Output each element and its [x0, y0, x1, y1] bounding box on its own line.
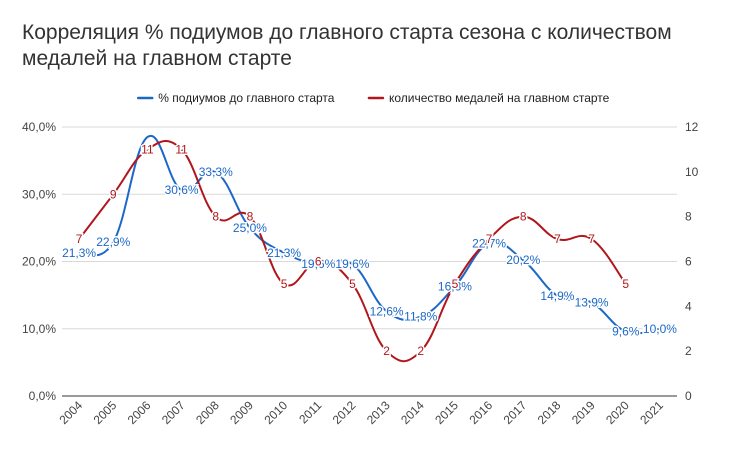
- y-right-tick-label: 10: [685, 165, 699, 179]
- x-tick-label: 2016: [466, 398, 495, 427]
- data-label-podiums: 22,7%: [472, 236, 506, 250]
- data-label-medals: 5: [622, 277, 629, 291]
- data-label-podiums: 19,6%: [335, 257, 369, 271]
- data-label-medals: 5: [349, 277, 356, 291]
- x-tick-label: 2020: [603, 398, 632, 427]
- y-right-tick-label: 0: [685, 389, 692, 403]
- data-label-medals: 8: [212, 210, 219, 224]
- data-label-medals: 7: [486, 232, 493, 246]
- data-label-medals: 6: [315, 255, 322, 269]
- series-lines: [78, 134, 661, 363]
- y-right-tick-label: 12: [685, 120, 699, 134]
- series-line-podiums: [78, 134, 661, 335]
- y-left-tick-label: 10,0%: [22, 322, 56, 336]
- data-label-medals: 9: [110, 187, 117, 201]
- data-label-medals: 5: [452, 277, 459, 291]
- data-label-podiums: 21,3%: [62, 246, 96, 260]
- legend-label: % подиумов до главного старта: [158, 91, 335, 105]
- x-tick-label: 2009: [227, 398, 256, 427]
- x-tick-label: 2010: [261, 398, 290, 427]
- x-tick-label: 2011: [296, 398, 324, 426]
- y-left-tick-label: 40,0%: [22, 120, 56, 134]
- data-label-medals: 11: [175, 142, 188, 156]
- data-label-medals: 8: [247, 210, 254, 224]
- data-label-podiums: 12,6%: [370, 304, 404, 318]
- y-right-tick-label: 8: [685, 210, 692, 224]
- data-label-podiums: 10,0%: [643, 322, 677, 336]
- x-tick-label: 2013: [364, 398, 393, 427]
- data-label-podiums: 19,6%: [301, 257, 335, 271]
- data-label-podiums: 16,3%: [438, 279, 472, 293]
- data-label-podiums: 9,6%: [612, 324, 640, 338]
- legend: % подиумов до главного старта количество …: [137, 91, 610, 105]
- data-labels: 21,3%22,9%30,6%33,3%25,0%21,3%19,6% 19,6%…: [61, 141, 679, 360]
- data-label-podiums: 30,6%: [165, 183, 199, 197]
- chart-title: Корреляция % подиумов до главного старта…: [22, 21, 672, 70]
- series-line-medals: [78, 140, 627, 363]
- x-tick-label: 2006: [125, 398, 154, 427]
- data-label-podiums: 21,3%: [267, 246, 301, 260]
- x-tick-label: 2017: [501, 398, 530, 427]
- data-label-medals: 5: [281, 277, 288, 291]
- y-right-tick-label: 6: [685, 255, 692, 269]
- data-label-podiums: 22,9%: [96, 235, 130, 249]
- data-label-podiums: 20,2%: [506, 253, 540, 267]
- y-right-tick-label: 4: [685, 299, 692, 313]
- data-label-podiums: 11,8%: [404, 310, 437, 324]
- data-label-medals: 2: [417, 344, 424, 358]
- data-label-medals: 7: [554, 232, 561, 246]
- y-left-tick-label: 0,0%: [29, 389, 57, 403]
- y-left-tick-label: 20,0%: [22, 255, 56, 269]
- x-tick-label: 2007: [159, 398, 188, 427]
- x-tick-label: 2018: [535, 398, 564, 427]
- y-left-tick-label: 30,0%: [22, 187, 56, 201]
- x-tick-label: 2015: [432, 398, 461, 427]
- x-tick-label: 2021: [637, 398, 666, 427]
- legend-label: количество медалей на главном старте: [389, 91, 610, 105]
- data-label-medals: 8: [520, 210, 527, 224]
- x-tick-label: 2012: [330, 398, 359, 427]
- x-tick-label: 2014: [398, 398, 427, 427]
- x-tick-label: 2019: [569, 398, 598, 427]
- x-tick-label: 2005: [91, 398, 120, 427]
- grid: [62, 126, 677, 397]
- y-right-tick-label: 2: [685, 344, 692, 358]
- x-tick-label: 2008: [193, 398, 222, 427]
- data-label-medals: 2: [383, 344, 390, 358]
- data-label-podiums: 13,9%: [575, 296, 609, 310]
- data-label-podiums: 33,3%: [199, 165, 233, 179]
- data-label-medals: 7: [588, 232, 595, 246]
- data-label-podiums: 14,9%: [540, 289, 574, 303]
- data-label-medals: 11: [141, 142, 154, 156]
- data-label-podiums: 25,0%: [233, 221, 267, 235]
- x-tick-label: 2004: [56, 398, 85, 427]
- data-label-medals: 7: [76, 232, 83, 246]
